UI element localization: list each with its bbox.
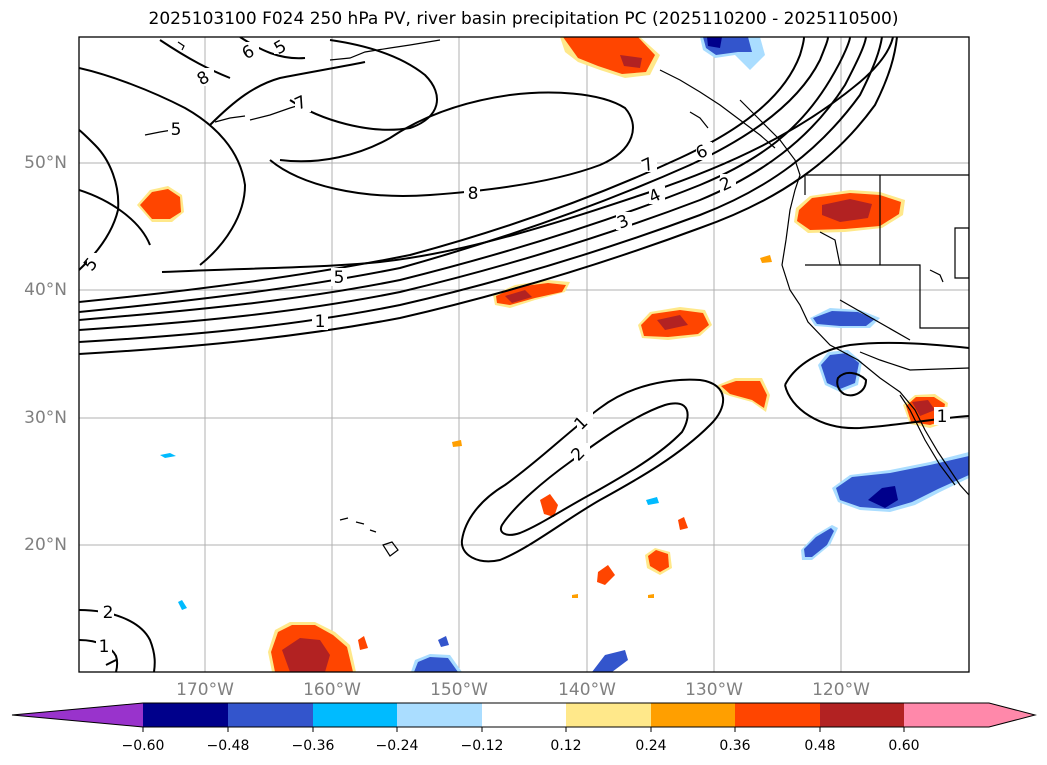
precip-positive-blobs [137, 37, 948, 672]
pv-contour-labels: 6 5 8 7 5 8 7 6 4 2 3 5 1 5 [80, 37, 950, 657]
precip-blob [801, 525, 838, 560]
lon-label: 120°W [812, 680, 870, 700]
colorbar-tick-label: 0.12 [550, 738, 582, 754]
colorbar-tick-label: 0.48 [804, 738, 836, 754]
contour-label: 1 [937, 407, 948, 427]
colorbar-tick-label: −0.12 [460, 738, 504, 754]
precip-blob [832, 452, 969, 512]
colorbar-extend-min [12, 703, 143, 727]
colorbar-tick-label: −0.36 [291, 738, 335, 754]
precip-blob [268, 622, 356, 672]
colorbar-segment [313, 703, 397, 727]
colorbar-tick-label: 0.60 [888, 738, 920, 754]
contour-label: 5 [171, 120, 182, 140]
colorbar [11, 702, 1037, 732]
colorbar-extend-max [989, 703, 1035, 727]
plot-frame [78, 36, 970, 673]
precip-blob [638, 307, 712, 340]
precip-blob [794, 190, 905, 233]
lon-label: 160°W [303, 680, 361, 700]
precip-negative-blobs [160, 37, 969, 672]
precip-blob [718, 378, 770, 412]
colorbar-tick-label: −0.60 [121, 738, 165, 754]
contour-label: 5 [334, 268, 345, 288]
lat-label: 40°N [24, 280, 67, 300]
contour-label: 8 [468, 184, 479, 204]
colorbar-tick-label: 0.36 [719, 738, 751, 754]
precip-blob [137, 186, 184, 222]
colorbar-tick-label: −0.24 [375, 738, 419, 754]
precip-blob [358, 255, 772, 650]
colorbar-segment [735, 703, 820, 727]
precip-blob [818, 350, 862, 392]
colorbar-segment [143, 703, 228, 727]
precip-blob [700, 37, 765, 70]
colorbar-segment [566, 703, 651, 727]
colorbar-segment [820, 703, 904, 727]
colorbar-segment [228, 703, 313, 727]
precip-blob [560, 37, 660, 78]
coastlines [144, 39, 969, 557]
lon-label: 170°W [176, 680, 234, 700]
lon-label: 130°W [685, 680, 743, 700]
colorbar-tick-label: −0.48 [206, 738, 250, 754]
colorbar-tick-label: 0.24 [635, 738, 667, 754]
colorbar-segment [651, 703, 735, 727]
contour-label: 2 [103, 603, 114, 623]
lat-label: 20°N [24, 535, 67, 555]
contour-label: 1 [315, 312, 326, 332]
colorbar-segment [397, 703, 482, 727]
lat-label: 30°N [24, 408, 67, 428]
lon-label: 150°W [430, 680, 488, 700]
map-title: 2025103100 F024 250 hPa PV, river basin … [148, 9, 899, 29]
colorbar-segment [904, 703, 989, 727]
plot-area: 6 5 8 7 5 8 7 6 4 2 3 5 1 5 [79, 37, 969, 672]
colorbar-segment [482, 703, 566, 727]
contour-label: 1 [99, 637, 110, 657]
lon-label: 140°W [558, 680, 616, 700]
lat-label: 50°N [24, 153, 67, 173]
precip-blob [160, 453, 659, 672]
